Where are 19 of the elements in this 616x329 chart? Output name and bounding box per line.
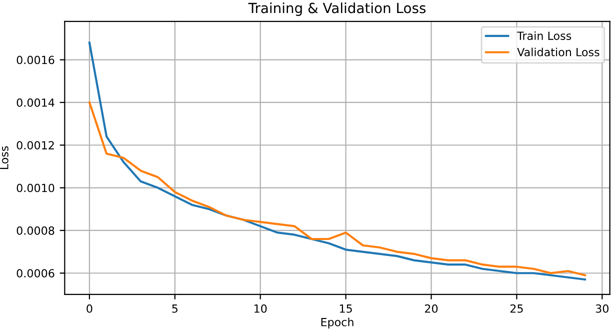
x-tick-label: 0: [86, 304, 92, 313]
x-axis-title: Epoch: [321, 318, 354, 328]
y-tick-label: 0.0008: [16, 226, 54, 235]
x-tick-label: 5: [172, 304, 178, 313]
x-tick-label: 30: [596, 304, 608, 313]
legend-label: Train Loss: [517, 31, 572, 40]
chart-title: Training & Validation Loss: [248, 2, 426, 16]
x-tick-label: 20: [425, 304, 438, 313]
y-axis-title: Loss: [0, 146, 8, 170]
y-tick-label: 0.0012: [16, 141, 54, 150]
x-tick-label: 15: [340, 304, 352, 313]
legend-label: Validation Loss: [517, 48, 600, 56]
x-tick-label: 10: [254, 304, 267, 313]
line-series: [88, 101, 586, 276]
y-tick-label: 0.0010: [16, 184, 54, 192]
y-tick-label: 0.0006: [16, 269, 54, 278]
y-tick-label: 0.0014: [16, 98, 54, 107]
y-tick-label: 0.0016: [16, 56, 54, 64]
x-tick-label: 25: [510, 304, 523, 313]
